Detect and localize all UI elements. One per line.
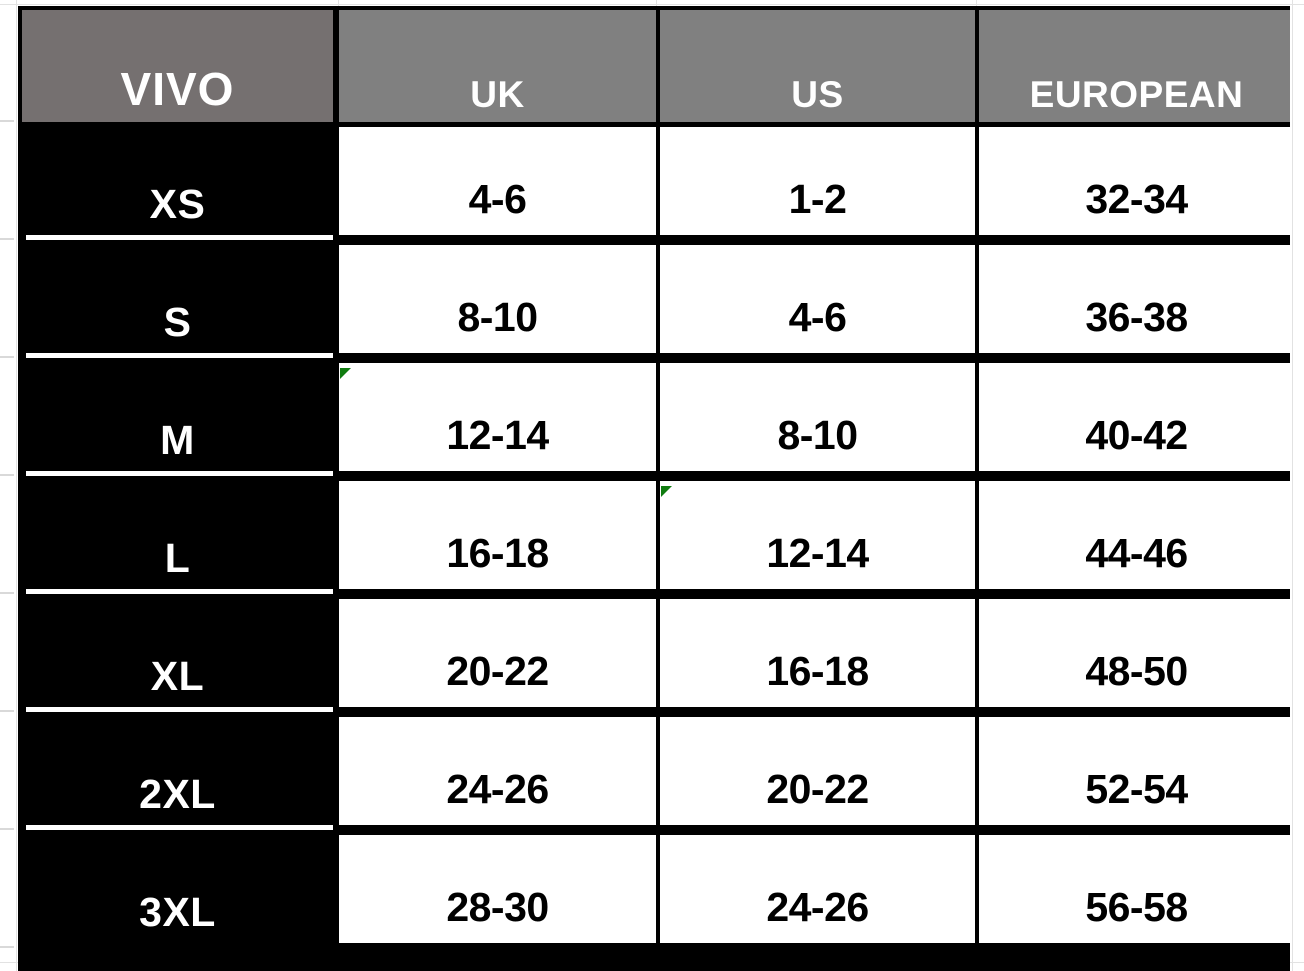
size-label-2xl: 2XL bbox=[22, 712, 333, 830]
size-value-us-xs: 1-2 bbox=[660, 122, 975, 240]
size-value-uk-2xl: 24-26 bbox=[339, 712, 656, 830]
column-header-uk: UK bbox=[339, 10, 656, 122]
size-value-us-l: 12-14 bbox=[660, 476, 975, 594]
table-row: S 8-10 4-6 36-38 bbox=[22, 240, 1290, 358]
sheet-row-marker-1 bbox=[0, 238, 14, 240]
column-header-vivo: VIVO bbox=[22, 10, 333, 122]
table-row: L 16-18 12-14 44-46 bbox=[22, 476, 1290, 594]
size-value-uk-xs: 4-6 bbox=[339, 122, 656, 240]
table-row: 3XL 28-30 24-26 56-58 bbox=[22, 830, 1290, 948]
sheet-row-marker-0 bbox=[0, 120, 14, 122]
comment-flag-icon bbox=[661, 486, 672, 497]
size-value-us-3xl: 24-26 bbox=[660, 830, 975, 948]
sheet-row-marker-3 bbox=[0, 474, 14, 476]
size-value-us-m: 8-10 bbox=[660, 358, 975, 476]
size-value-uk-xl: 20-22 bbox=[339, 594, 656, 712]
sheet-row-marker-6 bbox=[0, 828, 14, 830]
table-header-row: VIVO UK US EUROPEAN bbox=[22, 10, 1290, 122]
size-chart-table: VIVO UK US EUROPEAN XS 4-6 1-2 32-34 S 8-10 4-… bbox=[18, 6, 1290, 971]
table-row: M 12-14 8-10 40-42 bbox=[22, 358, 1290, 476]
size-value-eu-m: 40-42 bbox=[979, 358, 1290, 476]
size-value-us-2xl: 20-22 bbox=[660, 712, 975, 830]
size-value-eu-s: 36-38 bbox=[979, 240, 1290, 358]
size-label-l: L bbox=[22, 476, 333, 594]
column-header-european: EUROPEAN bbox=[979, 10, 1290, 122]
size-value-uk-s: 8-10 bbox=[339, 240, 656, 358]
size-label-s: S bbox=[22, 240, 333, 358]
table-row: XS 4-6 1-2 32-34 bbox=[22, 122, 1290, 240]
column-header-us: US bbox=[660, 10, 975, 122]
sheet-row-marker-2 bbox=[0, 356, 14, 358]
size-label-xl: XL bbox=[22, 594, 333, 712]
size-value-eu-l: 44-46 bbox=[979, 476, 1290, 594]
size-value-eu-xl: 48-50 bbox=[979, 594, 1290, 712]
table-row: XL 20-22 16-18 48-50 bbox=[22, 594, 1290, 712]
size-value-uk-m: 12-14 bbox=[339, 358, 656, 476]
table-row: 2XL 24-26 20-22 52-54 bbox=[22, 712, 1290, 830]
size-value-us-xl: 16-18 bbox=[660, 594, 975, 712]
sheet-gridline-horizontal-0 bbox=[0, 4, 1304, 5]
size-value-uk-l: 16-18 bbox=[339, 476, 656, 594]
sheet-row-marker-4 bbox=[0, 592, 14, 594]
size-value-us-s: 4-6 bbox=[660, 240, 975, 358]
size-value-eu-xs: 32-34 bbox=[979, 122, 1290, 240]
size-value-uk-3xl: 28-30 bbox=[339, 830, 656, 948]
sheet-gridline-vertical-4 bbox=[1292, 0, 1293, 971]
size-label-xs: XS bbox=[22, 122, 333, 240]
sheet-gridline-vertical-0 bbox=[16, 0, 17, 971]
sheet-row-marker-5 bbox=[0, 710, 14, 712]
size-label-m: M bbox=[22, 358, 333, 476]
comment-flag-icon bbox=[340, 368, 351, 379]
size-value-eu-2xl: 52-54 bbox=[979, 712, 1290, 830]
sheet-row-marker-7 bbox=[0, 946, 14, 948]
size-value-eu-3xl: 56-58 bbox=[979, 830, 1290, 948]
size-label-3xl: 3XL bbox=[22, 830, 333, 948]
